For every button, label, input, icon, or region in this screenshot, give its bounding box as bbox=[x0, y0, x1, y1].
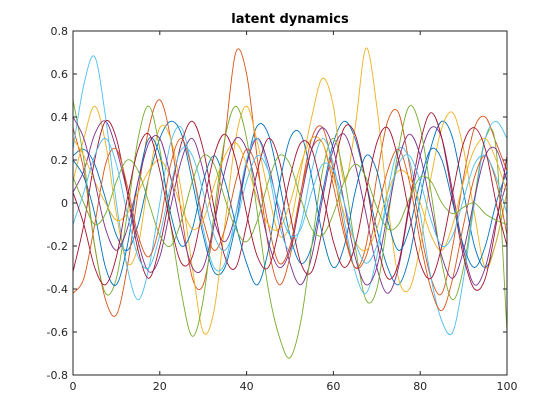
y-tick-label: 0.8 bbox=[51, 25, 69, 38]
x-tick-label: 60 bbox=[326, 380, 340, 393]
x-tick-label: 20 bbox=[153, 380, 167, 393]
x-tick-label: 100 bbox=[497, 380, 518, 393]
y-tick-label: 0.4 bbox=[51, 111, 69, 124]
x-tick-label: 40 bbox=[240, 380, 254, 393]
x-tick-label: 0 bbox=[70, 380, 77, 393]
y-tick-label: -0.4 bbox=[47, 283, 68, 296]
chart-title: latent dynamics bbox=[231, 12, 349, 27]
y-tick-label: -0.8 bbox=[47, 369, 68, 382]
y-tick-label: -0.6 bbox=[47, 326, 68, 339]
x-tick-label: 80 bbox=[413, 380, 427, 393]
y-tick-label: 0.2 bbox=[51, 154, 69, 167]
y-tick-label: 0.6 bbox=[51, 68, 69, 81]
y-tick-label: -0.2 bbox=[47, 240, 68, 253]
y-tick-label: 0 bbox=[61, 197, 68, 210]
